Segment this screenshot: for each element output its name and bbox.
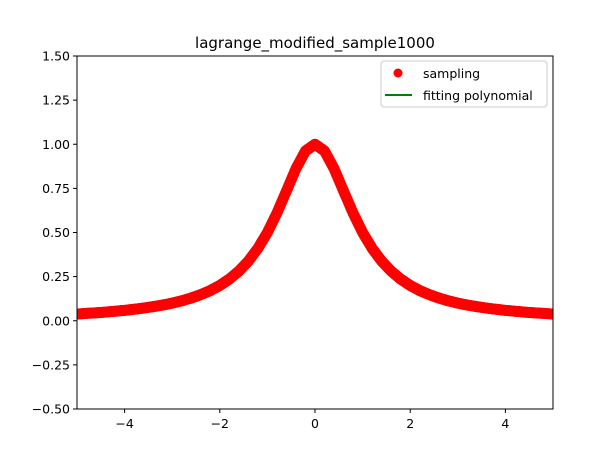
x-tick-label: −4 [115,416,133,431]
legend-label-sampling: sampling [423,66,480,81]
y-tick-label: 0.75 [42,181,70,196]
x-tick-label: 0 [311,416,319,431]
chart-title: lagrange_modified_sample1000 [195,34,435,53]
y-tick-label: 1.00 [42,137,70,152]
y-axis: −0.50 −0.25 0.00 0.25 0.50 0.75 1.00 1.25 1.50 [32,49,77,417]
y-tick-label: −0.50 [32,402,70,417]
legend-marker-sampling [393,68,403,78]
legend: sampling fitting polynomial [380,60,548,108]
y-tick-label: −0.25 [32,357,70,372]
legend-box [380,60,548,108]
y-tick-label: 1.50 [42,49,70,64]
sample-point [547,308,553,320]
y-tick-label: 1.25 [42,93,70,108]
x-tick-label: 4 [501,416,509,431]
y-tick-label: 0.00 [42,313,70,328]
legend-label-fitting-polynomial: fitting polynomial [423,88,533,103]
x-axis: −4 −2 0 2 4 [115,409,509,431]
x-tick-label: 2 [406,416,414,431]
x-tick-label: −2 [211,416,229,431]
y-tick-label: 0.25 [42,269,70,284]
series-layer [77,138,553,320]
plot-area [77,56,553,409]
y-tick-label: 0.50 [42,225,70,240]
